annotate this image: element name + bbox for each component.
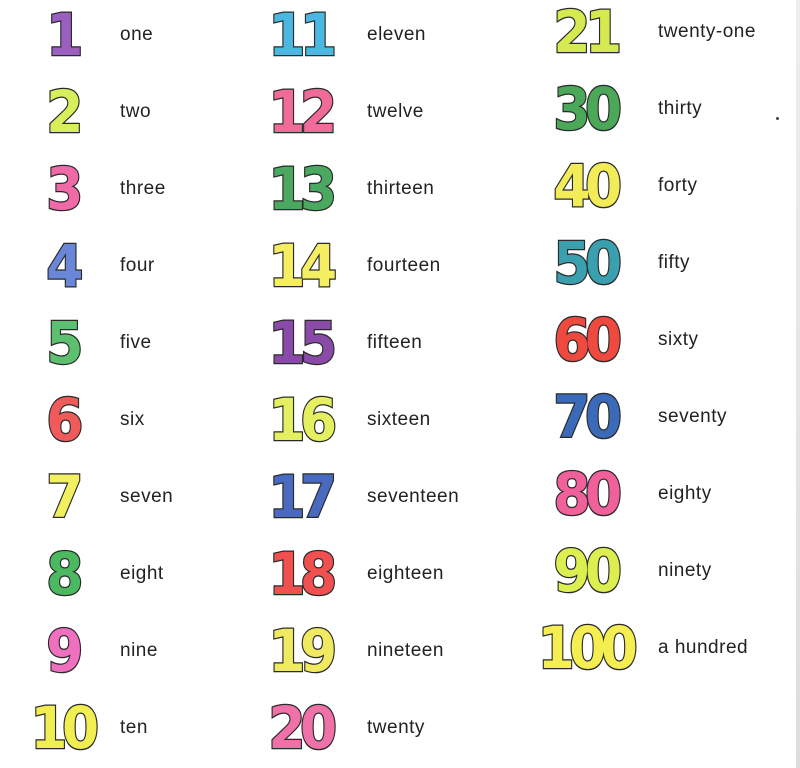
number-word: seventy	[658, 406, 727, 427]
numeral: 20	[267, 693, 338, 764]
number-word: one	[120, 24, 154, 45]
numeral: 30	[552, 74, 623, 145]
numeral: 21	[552, 0, 623, 67]
number-word: nine	[120, 640, 158, 661]
number-word: seventeen	[367, 486, 460, 507]
numeral: 11	[267, 0, 338, 70]
numeral: 13	[267, 154, 338, 225]
numeral: 7	[45, 462, 84, 533]
numeral: 18	[267, 539, 338, 610]
number-word: ninety	[658, 560, 712, 581]
numeral: 4	[45, 231, 84, 302]
number-word: eight	[120, 563, 164, 584]
page-edge	[796, 0, 800, 768]
numeral: 6	[45, 385, 84, 456]
number-word: sixteen	[367, 409, 431, 430]
numeral: 14	[267, 231, 338, 302]
speck	[776, 117, 779, 120]
number-word: eighteen	[367, 563, 444, 584]
numeral: 19	[267, 616, 338, 687]
number-word: two	[120, 101, 152, 122]
number-word: four	[120, 255, 155, 276]
numeral: 60	[552, 305, 623, 376]
number-word: five	[120, 332, 152, 353]
number-word: seven	[120, 486, 174, 507]
number-word: ten	[120, 717, 148, 738]
number-word: three	[120, 178, 166, 199]
number-word: twenty-one	[658, 21, 756, 42]
numeral: 100	[536, 613, 639, 684]
numeral: 16	[267, 385, 338, 456]
numeral: 80	[552, 459, 623, 530]
numeral: 2	[45, 77, 84, 148]
number-word: eighty	[658, 483, 712, 504]
number-word: six	[120, 409, 145, 430]
number-word: twelve	[367, 101, 424, 122]
number-word: thirteen	[367, 178, 435, 199]
numeral: 1	[45, 0, 84, 70]
number-word: forty	[658, 175, 698, 196]
numeral: 9	[45, 616, 84, 687]
number-word: fifty	[658, 252, 691, 273]
numeral: 70	[552, 382, 623, 453]
number-word: eleven	[367, 24, 426, 45]
number-word: a hundred	[658, 637, 749, 658]
numeral: 3	[45, 154, 84, 225]
numeral: 90	[552, 536, 623, 607]
numeral: 17	[267, 462, 338, 533]
number-word: sixty	[658, 329, 699, 350]
numeral: 8	[45, 539, 84, 610]
numeral: 40	[552, 151, 623, 222]
numeral: 10	[29, 693, 100, 764]
number-word: fifteen	[367, 332, 423, 353]
numeral: 12	[267, 77, 338, 148]
number-word: twenty	[367, 717, 425, 738]
number-word: thirty	[658, 98, 703, 119]
numeral: 50	[552, 228, 623, 299]
numeral: 15	[267, 308, 338, 379]
number-word: fourteen	[367, 255, 441, 276]
number-word: nineteen	[367, 640, 444, 661]
numeral: 5	[45, 308, 84, 379]
